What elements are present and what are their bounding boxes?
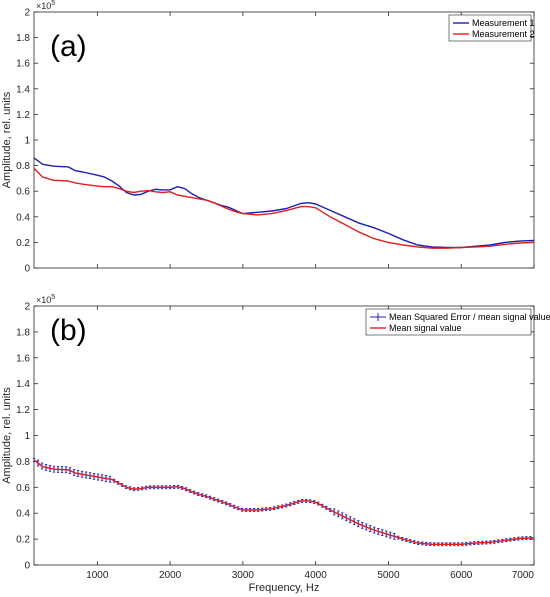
x-tick-label: 6000 — [450, 570, 473, 581]
y-tick-label: 1.2 — [16, 110, 30, 121]
y-tick-label: 0.6 — [16, 483, 30, 494]
x-tick-label: 3000 — [232, 570, 255, 581]
x-axis-label: Frequency, Hz — [249, 582, 320, 594]
x-tick-label: 4000 — [305, 570, 328, 581]
x-tick-label: 7000 — [512, 570, 535, 581]
y-tick-label: 1 — [24, 431, 30, 442]
y-tick-label: 1.6 — [16, 353, 30, 364]
y-tick-label: 1 — [24, 136, 30, 147]
y-tick-label: 1.4 — [16, 84, 30, 95]
y-tick-label: 0 — [24, 264, 30, 275]
plot-area — [33, 305, 535, 566]
series-group — [32, 458, 535, 547]
series-line — [33, 459, 535, 545]
y-tick-label: 0.4 — [16, 212, 30, 223]
y-tick-label: 1.8 — [16, 327, 30, 338]
plot-area — [33, 11, 535, 269]
legend-box — [448, 14, 532, 42]
legend: Mean Squared Error / mean signal valueMe… — [365, 308, 550, 336]
y-tick-label: 0 — [24, 561, 30, 572]
y-tick-label: 0.4 — [16, 509, 30, 520]
y-tick-label: 0.2 — [16, 535, 30, 546]
y-axis-label: Amplitude, rel. units — [1, 387, 13, 484]
y-axis-label: Amplitude, rel. units — [1, 91, 13, 188]
series-line — [33, 157, 535, 249]
y-tick-label: 0.2 — [16, 238, 30, 249]
y-tick-label: 1.8 — [16, 33, 30, 44]
series-line — [33, 167, 535, 249]
x-tick-label: 2000 — [159, 570, 182, 581]
y-tick-label: 2 — [24, 302, 30, 313]
y-tick-label: 1.2 — [16, 405, 30, 416]
y-tick-label: 0.6 — [16, 187, 30, 198]
series-group — [33, 157, 535, 249]
panel-a-chart: 0 0.2 0.4 0.6 0.8 1 1.2 1.4 1.6 1.8 2 ×105 Amplitude… — [1, 0, 535, 275]
panel-label: (b) — [50, 314, 87, 347]
panel-label: (a) — [50, 30, 87, 63]
x-tick-label: 5000 — [377, 570, 400, 581]
y-exponent-label: ×105 — [36, 0, 55, 11]
legend-entry: Mean Squared Error / mean signal value — [389, 312, 550, 322]
legend-entry: Measurement 1 — [472, 18, 535, 28]
legend-entry: Mean signal value — [389, 323, 462, 333]
y-tick-label: 1.6 — [16, 59, 30, 70]
y-tick-label: 1.4 — [16, 379, 30, 390]
legend-box — [365, 308, 532, 336]
y-tick-label: 0.8 — [16, 161, 30, 172]
panel-b-chart: 0 0.2 0.4 0.6 0.8 1 1.2 1.4 1.6 1.8 2 1000 2000 3000 4… — [1, 294, 550, 594]
y-exponent-label: ×105 — [36, 294, 55, 305]
y-tick-label: 0.8 — [16, 457, 30, 468]
y-tick-label: 2 — [24, 8, 30, 19]
legend-entry: Measurement 2 — [472, 29, 535, 39]
x-tick-label: 1000 — [86, 570, 109, 581]
